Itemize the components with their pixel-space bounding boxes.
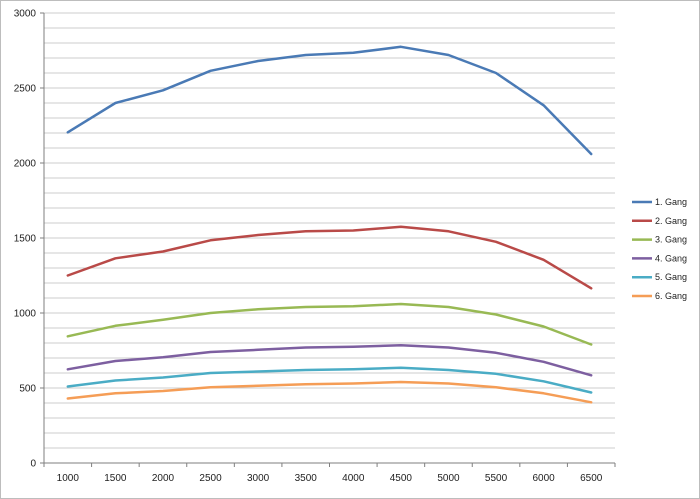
- series-line-3: [66, 302, 593, 346]
- x-tick-label: 4500: [390, 473, 413, 484]
- y-tick-label: 0: [30, 459, 36, 470]
- y-tick-label: 3000: [14, 9, 37, 20]
- y-tick-label: 1500: [14, 234, 37, 245]
- x-tick-label: 6500: [580, 473, 603, 484]
- legend-label: 1. Gang: [655, 197, 687, 207]
- x-tick-label: 1000: [57, 473, 80, 484]
- legend-label: 5. Gang: [655, 272, 687, 282]
- y-tick-label: 2000: [14, 159, 37, 170]
- y-tick-label: 500: [19, 384, 36, 395]
- series-line-2: [66, 225, 593, 290]
- series-line-4: [66, 344, 593, 377]
- x-tick-label: 3500: [295, 473, 318, 484]
- series-line-1: [66, 45, 593, 156]
- x-tick-label: 5000: [437, 473, 460, 484]
- legend-label: 6. Gang: [655, 291, 687, 301]
- x-tick-label: 2500: [199, 473, 222, 484]
- x-tick-label: 4000: [342, 473, 365, 484]
- x-tick-label: 6000: [533, 473, 556, 484]
- series-line-5: [66, 366, 593, 394]
- y-tick-label: 1000: [14, 309, 37, 320]
- x-tick-label: 1500: [104, 473, 127, 484]
- series-line-6: [66, 380, 593, 404]
- legend-label: 3. Gang: [655, 235, 687, 245]
- y-tick-label: 2500: [14, 84, 37, 95]
- x-tick-label: 2000: [152, 473, 175, 484]
- x-tick-label: 5500: [485, 473, 508, 484]
- legend-label: 4. Gang: [655, 253, 687, 263]
- x-tick-label: 3000: [247, 473, 270, 484]
- legend-label: 2. Gang: [655, 216, 687, 226]
